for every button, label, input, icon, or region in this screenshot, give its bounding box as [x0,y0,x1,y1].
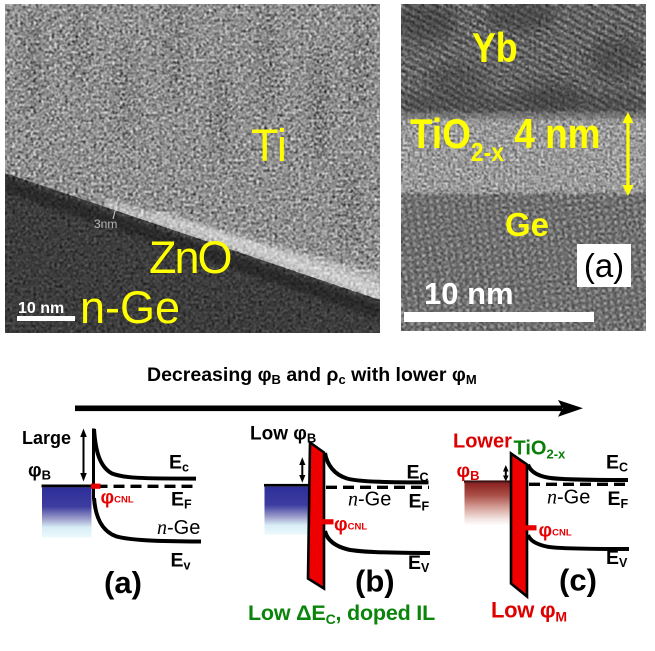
svg-text:φCNL: φCNL [539,521,572,542]
svg-text:EF: EF [608,488,629,511]
svg-text:EV: EV [408,552,430,575]
svg-text:(c): (c) [559,563,597,598]
svg-text:EC: EC [606,452,628,475]
svg-text:φB: φB [28,461,51,483]
svg-text:EC: EC [407,461,429,484]
svg-text:Ev: Ev [171,550,191,573]
svg-text:Low φB: Low φB [250,424,316,446]
svg-text:EF: EF [409,491,430,514]
svg-text:n-Ge: n-Ge [348,489,391,511]
svg-text:n-Ge: n-Ge [547,487,590,509]
svg-text:(a): (a) [104,565,142,600]
svg-text:Decreasing φB and ρc with lowe: Decreasing φB and ρc with lower φM [147,364,477,387]
svg-text:φB: φB [457,461,480,483]
svg-text:(b): (b) [355,564,395,599]
svg-text:Large: Large [22,428,71,448]
svg-text:φCNL: φCNL [101,488,134,509]
svg-text:EF: EF [171,489,192,512]
svg-text:Low ΔEC, doped IL: Low ΔEC, doped IL [248,601,435,627]
svg-text:Ec: Ec [169,451,189,474]
svg-text:Low φM: Low φM [491,598,567,625]
svg-text:φCNL: φCNL [334,515,367,536]
svg-text:Lower: Lower [453,431,512,453]
svg-text:TiO2-x: TiO2-x [514,438,567,462]
svg-text:n-Ge: n-Ge [157,517,200,539]
